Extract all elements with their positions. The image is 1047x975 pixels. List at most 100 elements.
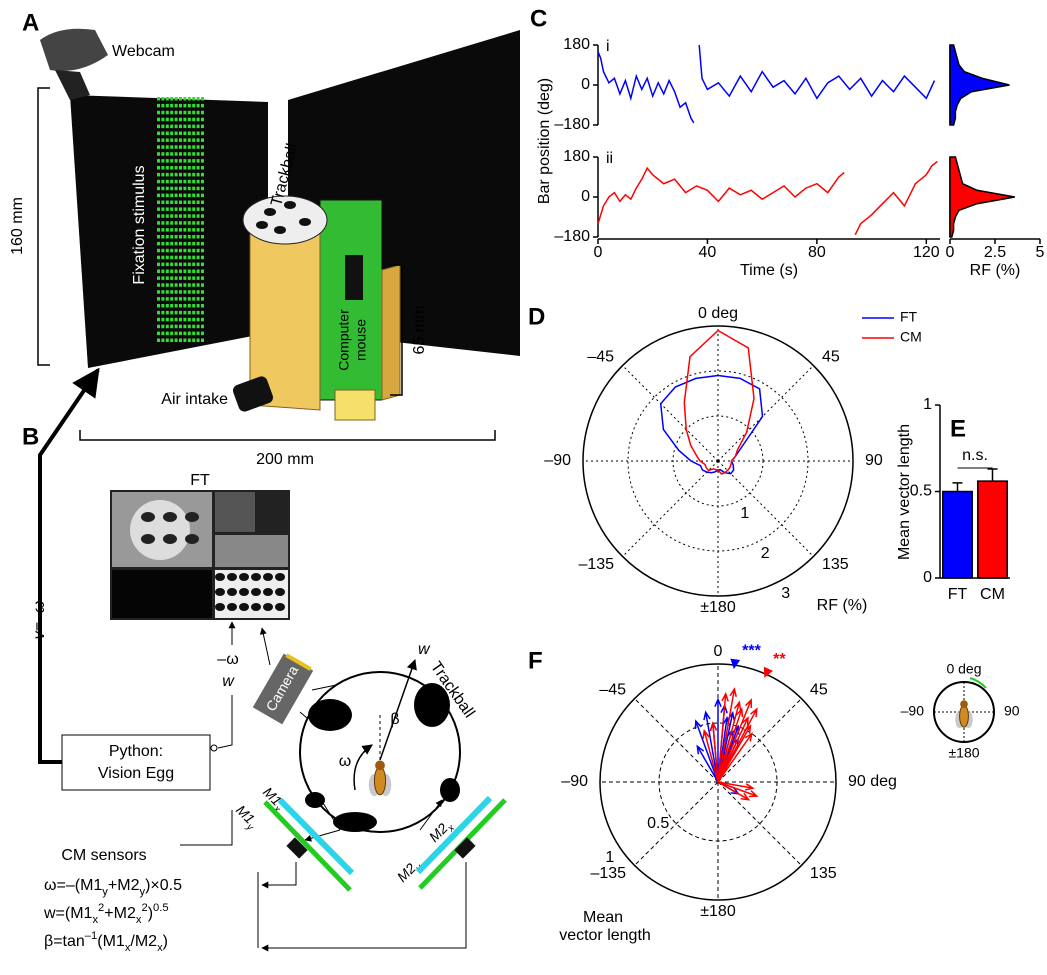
stimulus-dot — [179, 111, 182, 115]
ft-spot — [163, 534, 177, 544]
stimulus-dot — [192, 111, 195, 115]
stimulus-dot — [170, 249, 173, 253]
stimulus-dot — [183, 159, 186, 163]
stimulus-dot — [157, 235, 160, 239]
stimulus-dot — [188, 339, 191, 343]
stimulus-dot — [170, 194, 173, 198]
x-tick-label: 0 — [946, 244, 955, 261]
stimulus-dot — [201, 132, 204, 136]
stimulus-dot — [197, 325, 200, 329]
stimulus-dot — [201, 145, 204, 149]
stimulus-dot — [197, 311, 200, 315]
stimulus-dot — [175, 297, 178, 301]
ft-spot — [141, 512, 155, 522]
label: M2x — [425, 815, 457, 847]
stimulus-dot — [197, 207, 200, 211]
stimulus-dot — [197, 332, 200, 336]
label: CM sensors — [61, 847, 146, 864]
stimulus-dot — [201, 270, 204, 274]
stimulus-dot — [201, 311, 204, 315]
y-tick-label: 0 — [581, 188, 590, 205]
stimulus-dot — [183, 207, 186, 211]
stimulus-dot — [166, 304, 169, 308]
stimulus-dot — [179, 104, 182, 108]
stimulus-dot — [201, 118, 204, 122]
stimulus-dot — [183, 201, 186, 205]
text-part: β=tan — [44, 933, 85, 950]
screen-left — [70, 95, 268, 368]
stimulus-dot — [161, 152, 164, 156]
stimulus-dot — [166, 118, 169, 122]
stimulus-dot — [161, 187, 164, 191]
stimulus-dot — [192, 270, 195, 274]
polar-spoke — [718, 782, 801, 865]
stimulus-dot — [188, 187, 191, 191]
stimulus-dot — [161, 125, 164, 129]
stimulus-dot — [179, 97, 182, 101]
stimulus-dot — [166, 187, 169, 191]
stimulus-dot — [179, 138, 182, 142]
legend-label: FT — [900, 309, 918, 325]
stimulus-dot — [197, 290, 200, 294]
stimulus-dot — [157, 339, 160, 343]
density — [950, 45, 1009, 125]
r-axis-label: vector length — [559, 927, 651, 944]
text-part: )×0.5 — [145, 877, 182, 894]
angle-label: –45 — [587, 348, 614, 365]
polar-spoke — [718, 461, 813, 556]
stimulus-dot — [201, 221, 204, 225]
ft-spot — [227, 573, 237, 581]
figure: ABCDEFWebcamFixation stimulusTrackballCo… — [0, 0, 1047, 975]
sensor-chip — [454, 837, 475, 858]
stimulus-dot — [197, 263, 200, 267]
stimulus-dot — [192, 194, 195, 198]
stimulus-dot — [192, 290, 195, 294]
formula: w=(M1x2+M2x2)0.5 — [43, 902, 169, 926]
ft-view — [112, 570, 212, 618]
stimulus-dot — [170, 263, 173, 267]
stimulus-dot — [179, 297, 182, 301]
angle-label: 135 — [810, 865, 837, 882]
stimulus-dot — [183, 138, 186, 142]
stimulus-dot — [161, 249, 164, 253]
y-tick-label: 0 — [923, 569, 932, 586]
stimulus-dot — [183, 256, 186, 260]
label: Fixation stimulus — [131, 165, 148, 284]
stimulus-dot — [183, 118, 186, 122]
stimulus-dot — [183, 97, 186, 101]
stimulus-dot — [183, 125, 186, 129]
x-tick-label: FT — [948, 586, 968, 603]
stimulus-dot — [157, 173, 160, 177]
stimulus-dot — [166, 111, 169, 115]
stimulus-dot — [170, 125, 173, 129]
ft-spot — [275, 588, 285, 596]
text-part: M2 — [393, 860, 418, 885]
text-part: ) — [163, 933, 168, 950]
stimulus-dot — [188, 138, 191, 142]
y-axis-label: Bar position (deg) — [536, 78, 553, 204]
stimulus-dot — [166, 263, 169, 267]
stimulus-dot — [161, 145, 164, 149]
stimulus-dot — [183, 187, 186, 191]
stimulus-dot — [170, 97, 173, 101]
stimulus-dot — [197, 249, 200, 253]
holder-side — [382, 265, 400, 400]
angle-label: 90 — [1004, 703, 1020, 719]
bar — [943, 492, 972, 579]
stimulus-dot — [201, 228, 204, 232]
angle-label: 45 — [822, 348, 840, 365]
stimulus-dot — [201, 138, 204, 142]
stimulus-dot — [201, 187, 204, 191]
stimulus-dot — [161, 297, 164, 301]
stimulus-dot — [188, 235, 191, 239]
fly-head — [375, 761, 385, 771]
stimulus-dot — [166, 152, 169, 156]
stimulus-dot — [170, 221, 173, 225]
stimulus-dot — [192, 180, 195, 184]
connector — [218, 695, 232, 748]
stimulus-dot — [201, 332, 204, 336]
stimulus-dot — [197, 201, 200, 205]
ball-spot — [308, 699, 352, 731]
stimulus-dot — [166, 194, 169, 198]
stimulus-dot — [188, 297, 191, 301]
